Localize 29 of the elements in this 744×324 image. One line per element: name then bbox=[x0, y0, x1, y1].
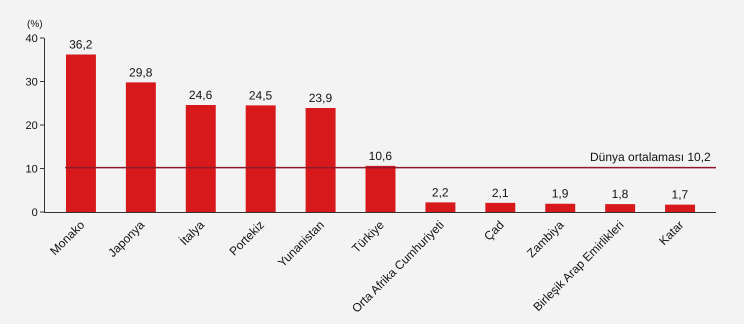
bar bbox=[425, 202, 456, 212]
data-label: 10,6 bbox=[368, 148, 392, 163]
data-label: 23,9 bbox=[308, 91, 332, 106]
data-label: 36,2 bbox=[69, 38, 93, 52]
data-label: 24,6 bbox=[188, 88, 213, 102]
y-tick-label: 40 bbox=[26, 32, 38, 45]
bar bbox=[246, 105, 276, 212]
data-label: 1,7 bbox=[672, 188, 689, 202]
y-tick-label: 10 bbox=[26, 163, 38, 176]
y-tick-label: 20 bbox=[26, 120, 38, 132]
y-tick-label: 0 bbox=[32, 206, 38, 219]
bar bbox=[126, 82, 156, 212]
data-label: 1,9 bbox=[552, 186, 569, 201]
y-tick-label: 30 bbox=[26, 76, 38, 88]
data-label: 1,8 bbox=[612, 187, 629, 202]
bar bbox=[186, 104, 216, 212]
bar bbox=[665, 204, 696, 212]
bar bbox=[66, 54, 96, 212]
bar bbox=[605, 204, 636, 212]
y-axis-title: (%) bbox=[27, 19, 43, 30]
bar bbox=[545, 204, 576, 212]
bar bbox=[366, 166, 396, 212]
ref-line-label: Dünya ortalaması 10,2 bbox=[590, 150, 712, 164]
data-label: 2,2 bbox=[432, 185, 449, 200]
data-label: 29,8 bbox=[129, 65, 153, 80]
bar bbox=[485, 202, 516, 212]
bar bbox=[306, 108, 336, 212]
data-label: 2,1 bbox=[492, 186, 509, 200]
data-label: 24,5 bbox=[248, 88, 273, 102]
